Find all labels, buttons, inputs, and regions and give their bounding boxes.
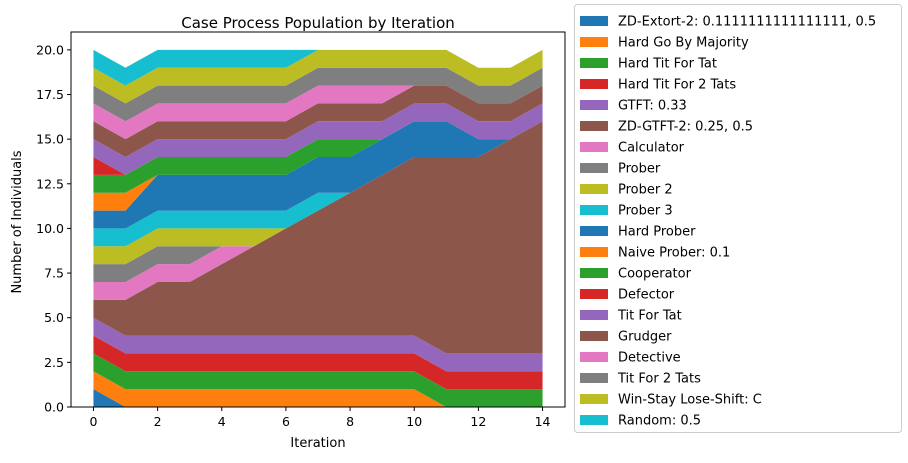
area-series-19 [93,49,543,104]
legend-label: ZD-GTFT-2: 0.25, 0.5 [618,120,753,135]
legend-label: Cooperator [618,267,692,282]
y-axis-label: Number of Individuals [10,150,25,293]
x-tick-label: 12 [470,414,486,429]
legend-label: Naive Prober: 0.1 [618,246,730,261]
y-tick-label: 15.0 [36,132,64,147]
area-series-4 [93,335,543,390]
area-series-16 [93,85,543,157]
legend-swatch [580,247,608,257]
x-axis: 0 2 4 6 8 10 12 14 [89,407,551,429]
area-series-20 [93,49,543,86]
legend-swatch [580,331,608,341]
legend-swatch [580,121,608,131]
legend-label: Detective [618,351,681,366]
legend-swatch [580,289,608,299]
legend-swatch [580,142,608,152]
legend-swatch [580,79,608,89]
legend-swatch [580,16,608,26]
legend-frame [574,4,902,433]
legend-swatch [580,58,608,68]
y-tick-label: 0.0 [44,400,64,415]
y-tick-label: 2.5 [44,355,64,370]
legend-swatch [580,37,608,47]
area-series-6 [93,121,543,354]
legend-swatch [580,163,608,173]
areas-layer [93,49,543,407]
legend-swatch [580,100,608,110]
chart-title: Case Process Population by Iteration [181,14,455,32]
area-series-3 [93,353,543,407]
legend-label: Prober 2 [618,183,673,198]
y-tick-label: 20.0 [36,42,64,57]
x-axis-label: Iteration [290,436,345,451]
plot-frame [70,31,566,408]
x-tick-label: 8 [346,414,354,429]
legend-label: Defector [618,288,675,303]
x-tick-label: 14 [535,414,551,429]
area-series-7 [93,121,543,300]
legend-label: Tit For 2 Tats [617,372,701,387]
legend: ZD-Extort-2: 0.1111111111111111, 0.5 Hard… [574,4,902,433]
legend-label: Grudger [618,330,672,345]
legend-label: Hard Tit For 2 Tats [618,78,736,93]
legend-label: Hard Prober [618,225,696,240]
legend-swatch [580,205,608,215]
area-series-18 [93,67,543,122]
legend-label: Hard Tit For Tat [618,57,717,72]
legend-swatch [580,268,608,278]
legend-swatch [580,373,608,383]
area-series-5 [93,317,543,372]
y-axis: 0.0 2.5 5.0 7.5 10.0 12.5 15.0 17.5 20.0 [36,42,71,415]
legend-swatch [580,184,608,194]
legend-label: Win-Stay Lose-Shift: C [618,393,762,408]
x-tick-label: 6 [282,414,290,429]
legend-label: Tit For Tat [617,309,682,324]
legend-label: Prober [618,162,661,177]
x-tick-label: 4 [218,414,226,429]
area-series-13 [93,121,543,193]
legend-swatch [580,352,608,362]
y-tick-label: 7.5 [44,266,64,281]
legend-swatch [580,226,608,236]
area-series-17 [93,85,543,140]
x-tick-label: 10 [406,414,422,429]
x-tick-label: 2 [154,414,162,429]
y-tick-label: 12.5 [36,176,64,191]
y-tick-label: 10.0 [36,221,64,236]
legend-swatch [580,415,608,425]
legend-label: Prober 3 [618,204,673,219]
legend-label: Hard Go By Majority [618,36,749,51]
area-series-2 [93,371,543,407]
legend-label: Random: 0.5 [618,414,701,429]
area-series-11 [93,121,543,229]
y-tick-label: 5.0 [44,310,64,325]
y-tick-label: 17.5 [36,87,64,102]
x-tick-label: 0 [89,414,97,429]
area-series-9 [93,121,543,265]
legend-label: GTFT: 0.33 [618,99,687,114]
area-series-8 [93,121,543,282]
legend-label: Calculator [618,141,685,156]
legend-label: ZD-Extort-2: 0.1111111111111111, 0.5 [618,15,876,30]
legend-swatch [580,394,608,404]
area-series-15 [93,103,543,175]
area-series-10 [93,121,543,247]
legend-swatch [580,310,608,320]
